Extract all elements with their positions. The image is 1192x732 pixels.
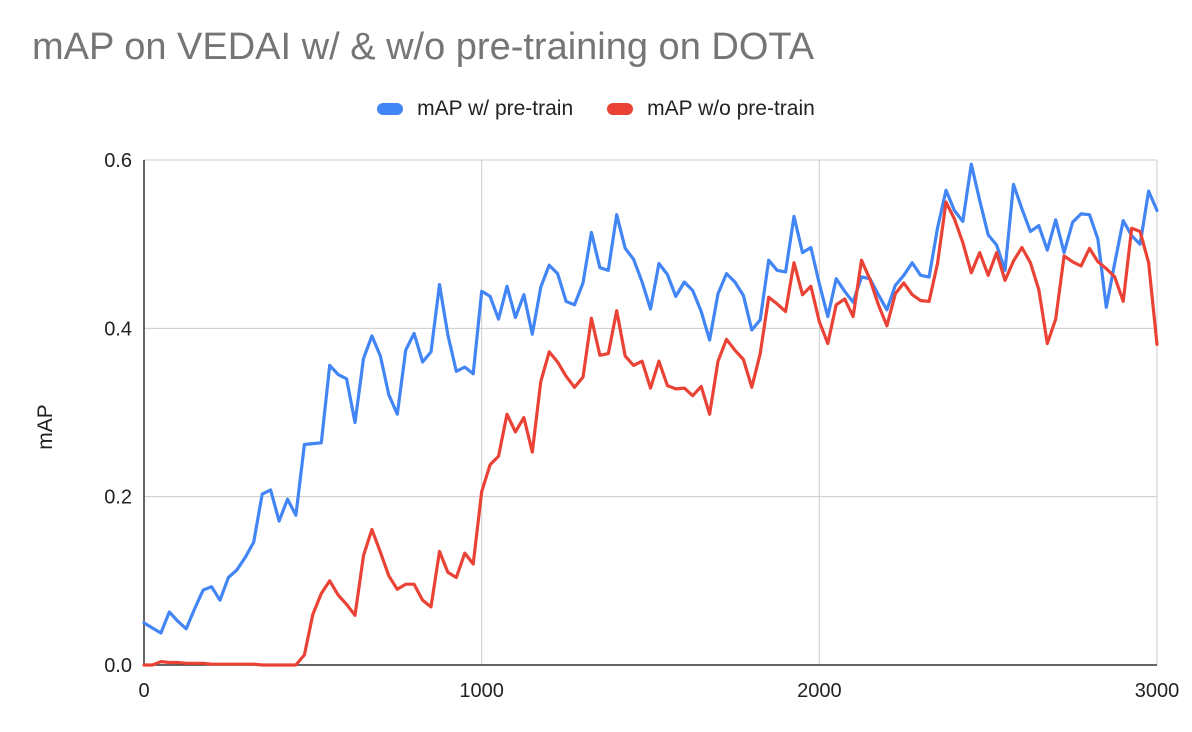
legend-label-without-pretrain: mAP w/o pre-train — [647, 97, 815, 120]
x-tick-label: 3000 — [1135, 680, 1180, 702]
x-tick-label: 1000 — [459, 680, 504, 702]
tick-labels: 0.0 0.2 0.4 0.6 0 1000 2000 3000 — [104, 150, 1179, 702]
legend-item-with-pretrain[interactable]: mAP w/ pre-train — [377, 97, 573, 121]
y-tick-label: 0.0 — [104, 655, 132, 677]
series-group — [142, 162, 1159, 667]
y-tick-label: 0.4 — [104, 318, 132, 340]
axes — [143, 160, 1157, 666]
legend-label-with-pretrain: mAP w/ pre-train — [417, 97, 574, 120]
x-tick-label: 0 — [138, 680, 149, 702]
legend-swatch-with-pretrain — [377, 103, 404, 115]
legend-item-without-pretrain[interactable]: mAP w/o pre-train — [607, 97, 815, 121]
chart-title: mAP on VEDAI w/ & w/o pre-training on DO… — [32, 26, 815, 68]
x-tick-label: 2000 — [797, 680, 842, 702]
legend-swatch-without-pretrain — [607, 103, 634, 115]
y-tick-label: 0.2 — [104, 487, 132, 509]
grid — [143, 159, 1158, 666]
series-line-without-pretrain[interactable] — [142, 200, 1159, 667]
series-line-with-pretrain[interactable] — [142, 162, 1159, 635]
y-axis-label: mAP — [34, 404, 57, 450]
legend: mAP w/ pre-train mAP w/o pre-train — [0, 97, 1192, 121]
y-tick-label: 0.6 — [104, 150, 132, 172]
